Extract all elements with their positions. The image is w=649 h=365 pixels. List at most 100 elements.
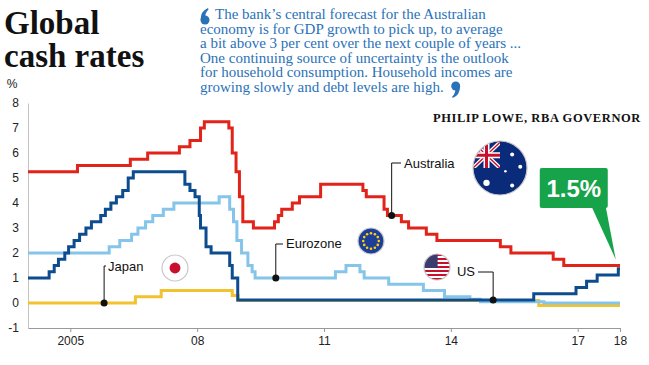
title: cash rates [4, 38, 144, 74]
x-tick-label: 18 [614, 334, 628, 348]
y-tick: 1 [12, 271, 28, 285]
flag-star [370, 248, 373, 251]
title: Global [4, 5, 99, 41]
flag-ring [162, 255, 188, 281]
y-axis-line [28, 104, 29, 329]
flag-eu [358, 228, 384, 254]
x-tick-mark [451, 328, 452, 332]
series-label: Australia [404, 156, 455, 171]
flag-star [483, 180, 489, 186]
close-quote [451, 82, 460, 99]
close-quote-tail [452, 86, 460, 98]
flag-union [473, 142, 500, 168]
flag-star [378, 240, 381, 243]
y-tick-label: -1 [8, 321, 19, 335]
y-unit-label: % [7, 77, 18, 91]
flag-star [518, 165, 522, 169]
flag-star [510, 184, 514, 188]
series-label: US [457, 264, 475, 279]
label-leader [478, 272, 493, 300]
x-tick: 2005 [57, 328, 84, 348]
x-tick-mark [324, 328, 325, 332]
label-dot [388, 212, 395, 219]
x-tick: 17 [572, 328, 586, 348]
y-tick-label: 1 [12, 271, 19, 285]
label-leader [392, 163, 401, 216]
flag-bg [162, 255, 188, 281]
flag-star [374, 233, 377, 236]
flag-ring [473, 141, 527, 195]
x-tick-label: 08 [191, 334, 205, 348]
flag-ring [424, 254, 450, 280]
x-tick: 08 [191, 328, 205, 348]
x-tick-label: 2005 [57, 334, 84, 348]
x-tick: 11 [318, 328, 331, 348]
flag-star [504, 170, 507, 173]
label-dot [101, 300, 108, 307]
flag-diag [473, 142, 500, 168]
flag-diag [473, 142, 500, 168]
y-tick: 4 [12, 196, 28, 210]
flag-star [370, 232, 373, 235]
flag-star [376, 244, 379, 247]
callout-pointer [592, 207, 616, 260]
x-tick-mark [620, 328, 621, 332]
y-tick: 7 [12, 121, 28, 135]
flag-stripe [424, 272, 450, 274]
y-tick-label: 3 [12, 221, 19, 235]
flag-star [362, 240, 365, 243]
flag-star [376, 236, 379, 239]
flag-star [366, 233, 369, 236]
flag-sun [170, 263, 181, 274]
series-label: Eurozone [286, 236, 342, 251]
y-axis: -1 0 1 2 3 4 5 6 7 8 [8, 96, 28, 335]
flag-star [363, 244, 366, 247]
chart-svg: Globalcash ratesThe bank’s central forec… [0, 0, 649, 365]
y-tick-label: 0 [12, 296, 19, 310]
plot-lines [28, 122, 620, 306]
label-dot [490, 296, 497, 303]
y-tick: 2 [12, 246, 28, 260]
callout-box [540, 168, 608, 208]
flag-diag [473, 142, 500, 168]
y-tick: 8 [12, 96, 28, 110]
y-tick-label: 6 [12, 146, 19, 160]
x-axis: 2005 08 11 14 17 18 [29, 328, 628, 348]
open-quote-tail [201, 8, 209, 20]
y-tick: 0 [12, 296, 28, 310]
label-leader [276, 244, 283, 278]
flag-star [363, 236, 366, 239]
x-tick-label: 14 [445, 334, 459, 348]
flag-bg [473, 141, 527, 195]
y-tick: -1 [8, 321, 28, 335]
x-tick-mark [197, 328, 198, 332]
x-tick-mark [578, 328, 579, 332]
x-tick-label: 11 [318, 334, 331, 348]
label-dot [272, 275, 279, 282]
flag-au [473, 141, 527, 195]
flag-star [374, 246, 377, 249]
callout-label: 1.5% [546, 175, 601, 202]
x-tick: 18 [614, 328, 628, 348]
quote-line: growing slowly and debt levels are high. [200, 79, 444, 95]
flag-stripe [424, 268, 450, 270]
series-line [28, 197, 620, 303]
flag-diag [473, 142, 500, 168]
label-leader [104, 266, 106, 303]
x-tick-mark [70, 328, 71, 332]
y-tick: 5 [12, 171, 28, 185]
flag-us [424, 254, 450, 280]
y-tick-label: 5 [12, 171, 19, 185]
y-tick-label: 7 [12, 121, 19, 135]
y-tick-label: 8 [12, 96, 19, 110]
series-line [28, 172, 620, 300]
x-tick-label: 17 [572, 334, 586, 348]
flag-ring [358, 228, 384, 254]
source: PHILIP LOWE, RBA GOVERNOR [433, 111, 641, 125]
y-tick-label: 2 [12, 246, 19, 260]
flag-star [366, 246, 369, 249]
y-tick: 6 [12, 146, 28, 160]
series-label: Japan [108, 259, 143, 274]
series-line [28, 122, 620, 266]
x-tick: 14 [445, 328, 459, 348]
